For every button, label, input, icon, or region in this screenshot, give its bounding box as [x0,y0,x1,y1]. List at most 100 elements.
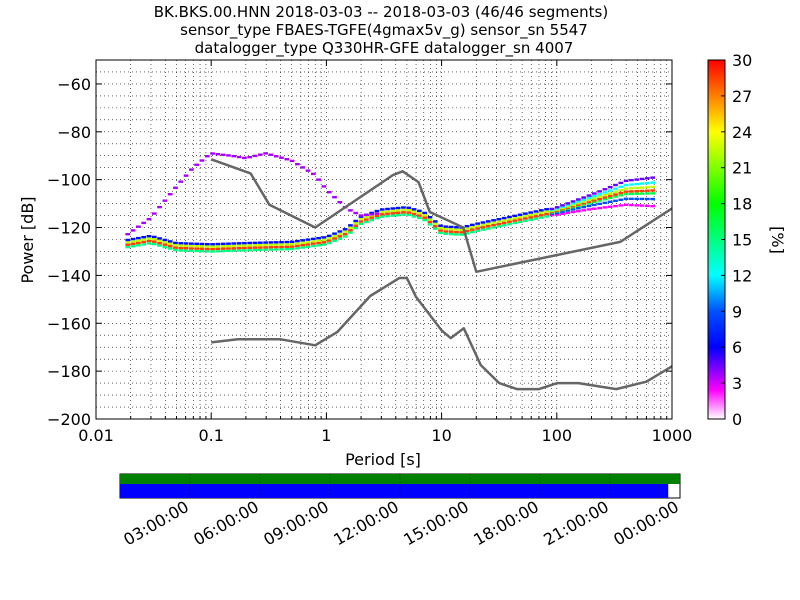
histogram-cell [215,242,221,246]
histogram-cell [464,227,470,230]
histogram-cell [326,237,332,240]
histogram-cell [263,246,268,249]
histogram-cell [644,189,650,192]
histogram-cell [613,195,618,198]
histogram-cell [173,246,178,249]
histogram-cell [475,222,481,225]
histogram-cell [607,192,613,195]
histogram-cell [199,242,205,246]
histogram-cell [464,229,470,233]
histogram-cell [390,214,396,217]
histogram-cell [644,197,650,201]
colorbar-ticks: 0 3 6 9 12 15 18 21 24 27 30 [721,51,752,429]
histogram-cell [321,243,327,246]
histogram-cell [257,246,263,249]
histogram-cell [332,195,337,199]
histogram-cell [167,240,173,243]
histogram-cell [358,220,364,223]
colorbar: 0 3 6 9 12 15 18 21 24 27 30 [%] [707,51,787,429]
histogram-cell [581,203,587,206]
histogram-cell [639,186,645,189]
histogram-cell [183,242,189,245]
histogram-cell [215,152,221,156]
histogram-cell [374,212,380,215]
colorbar-tick-label: 12 [732,266,752,285]
histogram-cell [199,247,205,250]
histogram-cell [644,204,650,208]
histogram-cell [242,246,247,250]
histogram-cell [395,213,401,217]
histogram-cell [257,248,263,252]
colorbar-tick-label: 15 [732,231,752,250]
histogram-cell [491,219,496,222]
histogram-cell [507,220,512,223]
histogram-cell [379,215,385,218]
histogram-cell [189,242,194,245]
histogram-cell [289,247,295,251]
histogram-cell [300,243,306,247]
histogram-cell [634,182,640,186]
histogram-cell [284,158,290,161]
colorbar-tick-label: 6 [732,338,742,357]
histogram-cell [130,245,136,248]
histogram-cell [353,219,359,223]
histogram-cell [194,244,200,248]
histogram-cell [607,200,613,204]
histogram-cell [650,189,655,192]
histogram-cell [406,213,412,217]
histogram-cell [220,153,226,156]
histogram-cell [167,244,173,248]
histogram-cell [210,250,215,253]
histogram-cell [560,210,565,213]
histogram-cell [454,226,459,229]
histogram-cell [629,183,634,186]
histogram-cell [284,240,290,244]
histogram-cell [523,212,528,215]
colorbar-tick-label: 18 [732,195,752,214]
histogram-cell [342,228,348,231]
title-line-2: sensor_type FBAES-TGFE(4gmax5v_g) sensor… [180,21,588,40]
histogram-cell [379,208,385,211]
histogram-cell [480,228,486,231]
histogram-cell [416,212,422,215]
histogram-cell [411,215,417,218]
histogram-cell [252,248,258,252]
histogram-cell [586,208,592,211]
histogram-cell [491,221,496,224]
histogram-cell [136,241,141,245]
histogram-cell [613,190,618,194]
histogram-cell [162,238,168,242]
histogram-cell [337,232,343,236]
histogram-cell [220,242,226,246]
histogram-cell [560,205,565,209]
histogram-cell [279,245,284,249]
histogram-cell [236,244,242,247]
histogram-cell [289,159,295,163]
histogram-cell [581,205,587,209]
histogram-cell [576,202,581,205]
histogram-cell [507,215,512,219]
histogram-cell [173,248,178,252]
histogram-cell [268,246,274,249]
histogram-cell [523,219,528,223]
histogram-cell [586,202,592,205]
histogram-cell [385,214,390,218]
histogram-cell [459,228,465,232]
y-tick-label: −140 [47,266,91,285]
x-tick-label: 1 [321,426,331,445]
x-tick-label: 100 [542,426,573,445]
histogram-cell [310,237,316,241]
histogram-cell [353,226,359,230]
histogram-cell [591,203,597,207]
histogram-cell [438,231,443,235]
histogram-cell [597,206,602,210]
histogram-cell [136,236,141,240]
histogram-cell [257,243,263,247]
histogram-cell [332,237,337,240]
histogram-cell [549,213,555,217]
histogram-cell [576,207,581,210]
histogram-cell [204,242,210,246]
histogram-cell [443,230,449,233]
histogram-cell [644,177,650,180]
colorbar-label: [%] [768,226,787,254]
